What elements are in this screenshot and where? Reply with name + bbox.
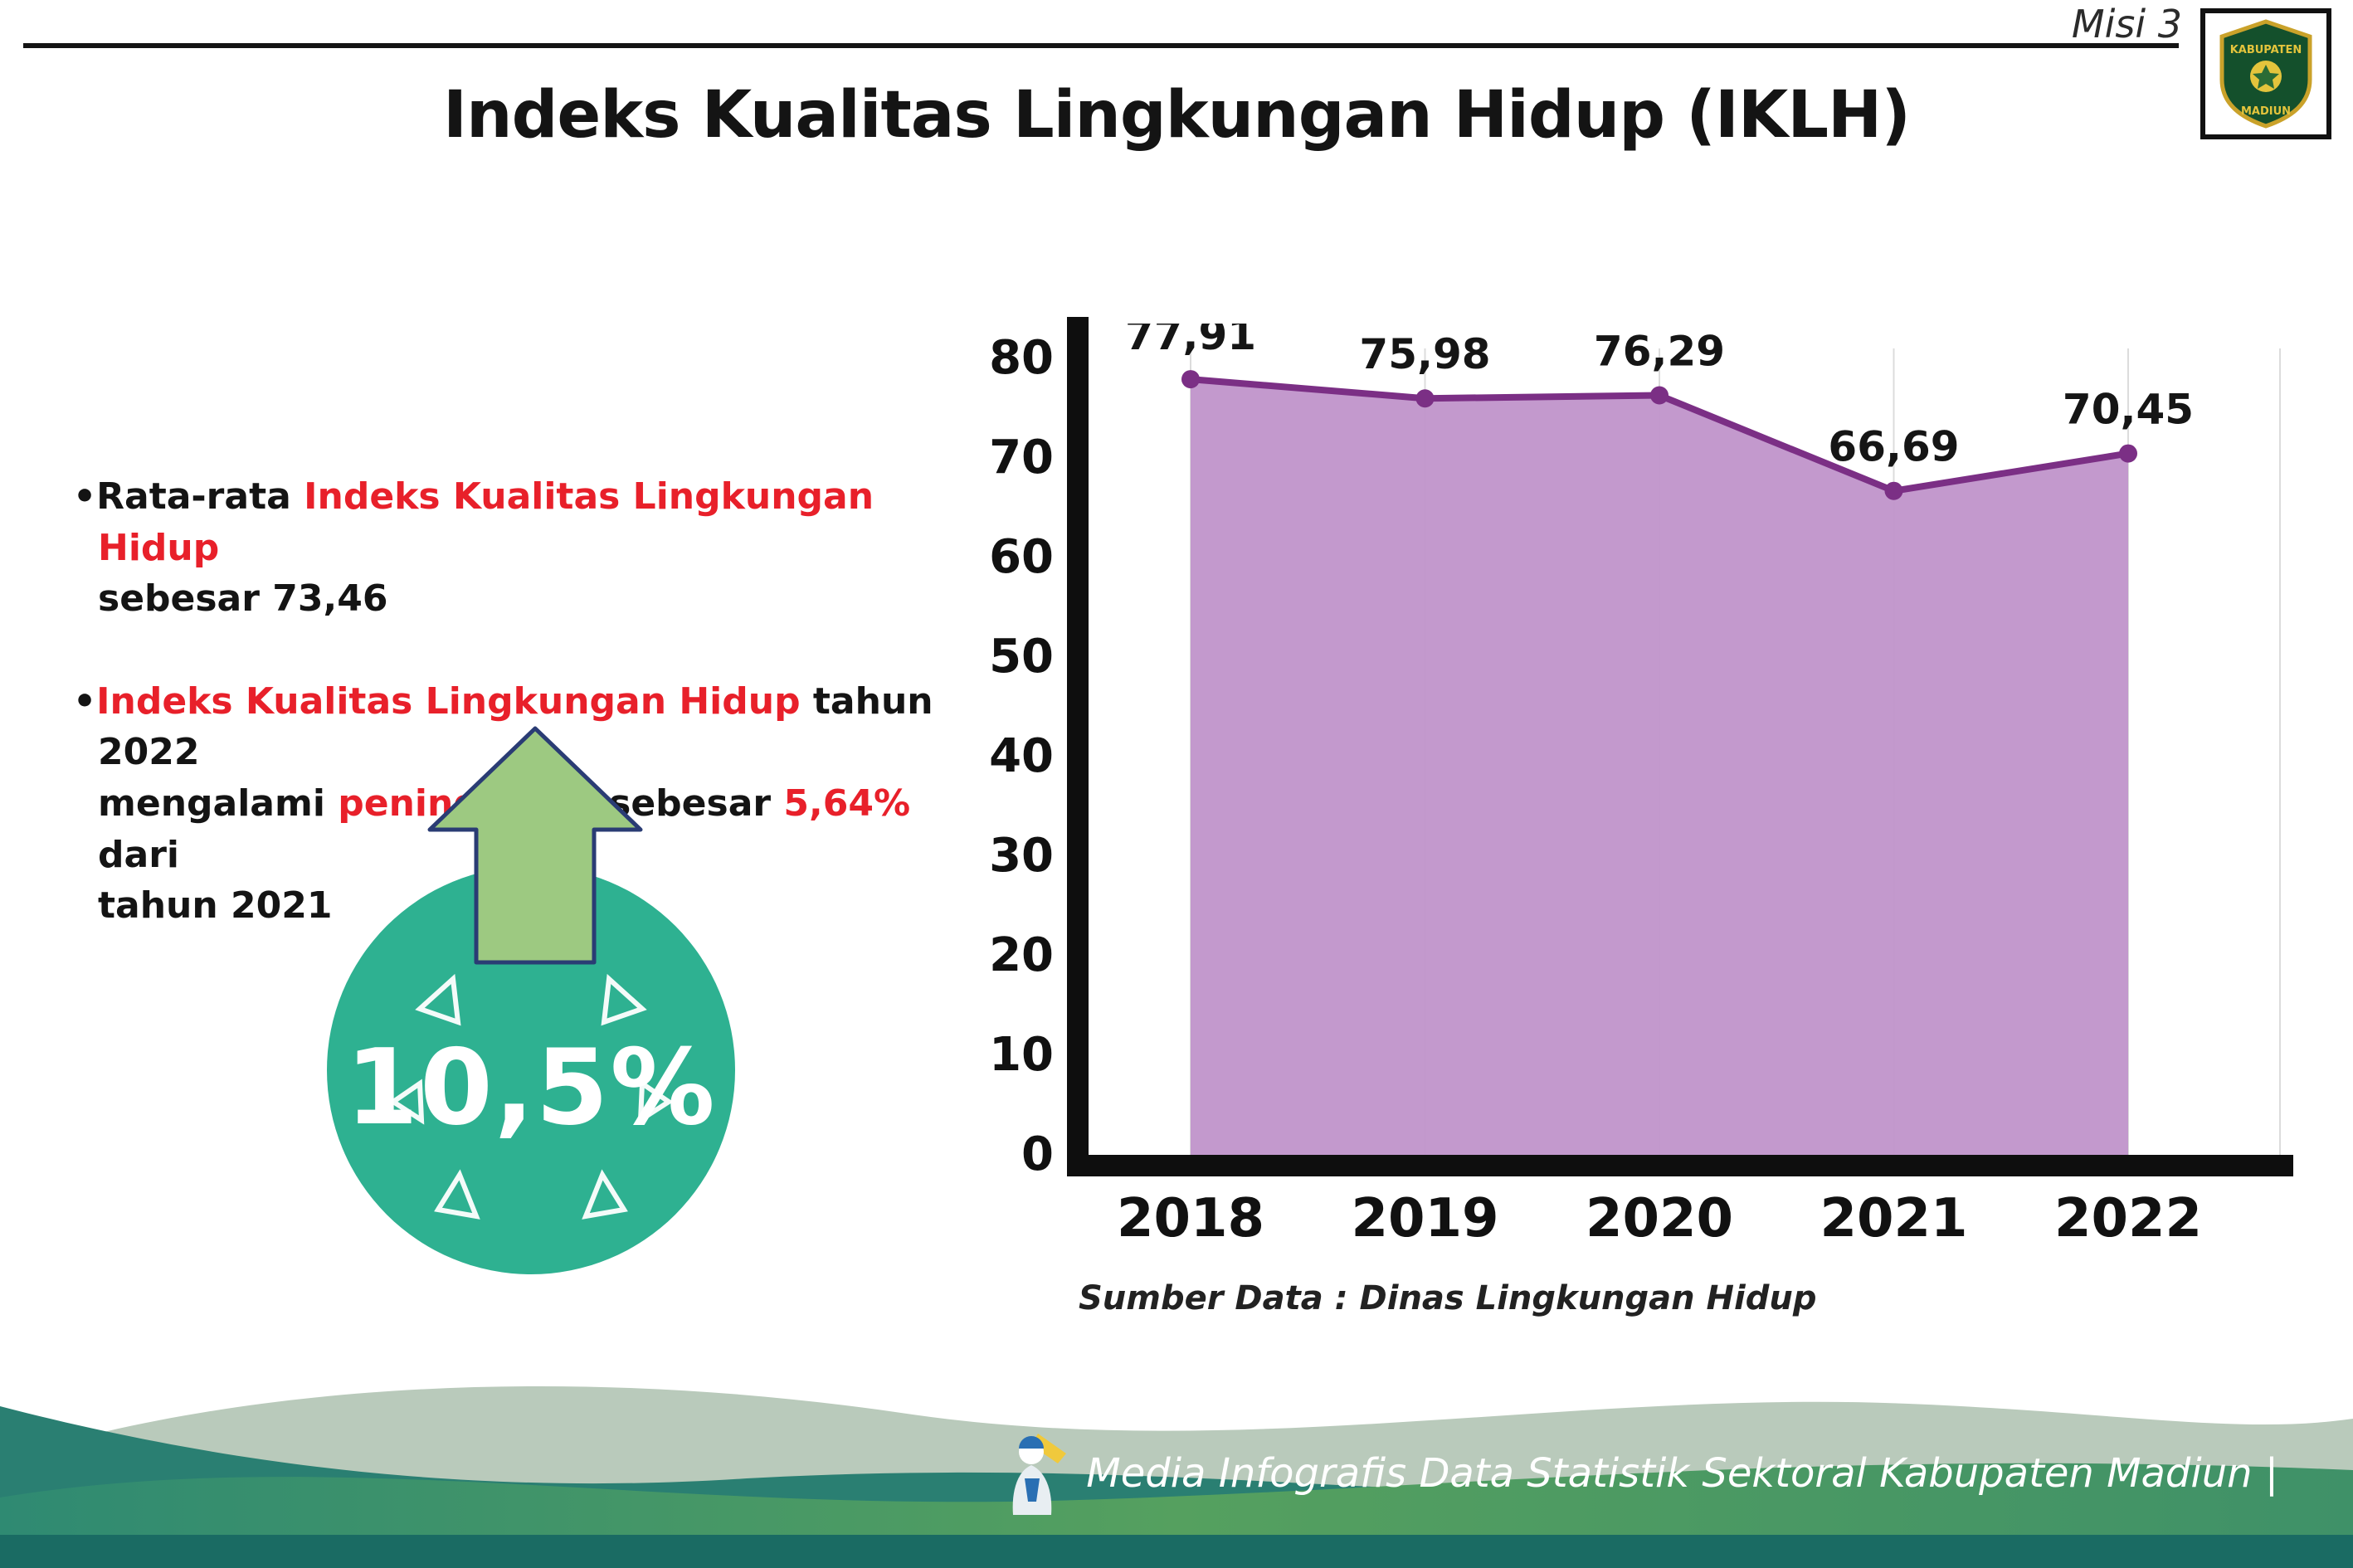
growth-badge — [327, 866, 735, 1274]
text-part: tahun 2021 — [98, 884, 333, 928]
footer-wave — [0, 1385, 2353, 1568]
y-axis-label: 30 — [989, 829, 1054, 883]
footer-credit: Media Infografis Data Statistik Sektoral… — [1086, 1450, 2278, 1497]
x-axis-label: 2022 — [2053, 1188, 2203, 1249]
growth-percentage: 10,5% — [345, 1025, 717, 1148]
x-axis-label: 2020 — [1585, 1188, 1734, 1249]
crest-icon: KABUPATEN MADIUN — [2219, 19, 2312, 129]
y-axis-label: 70 — [989, 431, 1054, 485]
data-label: 76,29 — [1594, 328, 1725, 376]
data-point — [1181, 370, 1200, 389]
data-label: 77,91 — [1125, 324, 1256, 359]
area-fill — [1191, 379, 2128, 1155]
arrow-shape — [427, 726, 643, 965]
y-axis-label: 20 — [989, 928, 1054, 982]
text-part: Rata-rata — [96, 475, 304, 518]
mascot-icon — [1012, 1434, 1067, 1515]
x-axis-label: 2019 — [1351, 1188, 1499, 1249]
data-point — [1415, 389, 1435, 408]
x-axis: 2018 2019 2020 2021 2022 — [1079, 1188, 2290, 1268]
y-axis-line — [1067, 317, 1089, 1176]
bullet-dot: • — [73, 475, 97, 518]
bullet-dot: • — [73, 679, 97, 723]
y-axis-label: 10 — [989, 1028, 1054, 1082]
x-axis-label: 2021 — [1820, 1188, 1968, 1249]
chart-source-note: Sumber Data : Dinas Lingkungan Hidup — [1079, 1279, 1817, 1317]
y-axis-label: 0 — [1021, 1127, 1054, 1181]
badge-decorations — [388, 973, 674, 1220]
header-rule — [23, 43, 2179, 48]
data-label: 75,98 — [1359, 330, 1490, 378]
text-part: sebesar — [596, 782, 784, 825]
text-part: mengalami — [98, 782, 339, 825]
data-point — [1884, 481, 1903, 500]
y-axis-label: 40 — [989, 729, 1054, 783]
data-label: 70,45 — [2063, 386, 2194, 434]
text-part-red: 5,64% — [783, 782, 911, 825]
misi-label: Misi 3 — [2071, 2, 2182, 46]
y-axis: 0 10 20 30 40 50 60 70 80 — [928, 324, 1054, 1181]
y-axis-label: 80 — [989, 331, 1054, 385]
text-part: sebesar 73,46 — [98, 577, 388, 621]
data-point — [1650, 386, 1669, 405]
y-axis-label: 50 — [989, 630, 1054, 684]
badge-circle — [327, 866, 735, 1274]
page-title: Indeks Kualitas Lingkungan Hidup (IKLH) — [443, 78, 1911, 153]
data-point — [2119, 444, 2137, 463]
wave-bottom-strip — [0, 1535, 2353, 1568]
logo-top-text: KABUPATEN — [2230, 44, 2302, 56]
text-part-red: Indeks Kualitas Lingkungan Hidup — [98, 475, 874, 569]
footer: Media Infografis Data Statistik Sektoral… — [1000, 1430, 2278, 1517]
x-axis-label: 2018 — [1116, 1188, 1265, 1249]
logo-bottom-text: MADIUN — [2241, 105, 2291, 118]
bullet-average-iklh: •Rata-rata Indeks Kualitas Lingkungan Hi… — [73, 471, 969, 625]
kabupaten-madiun-logo: KABUPATEN MADIUN — [2200, 8, 2331, 139]
x-axis-line — [1067, 1155, 2293, 1176]
text-part: tahun 2022 — [98, 679, 933, 774]
text-part: dari — [98, 833, 179, 876]
data-label: 66,69 — [1828, 423, 1959, 471]
y-axis-label: 60 — [989, 530, 1054, 584]
text-part-red: Indeks Kualitas Lingkungan Hidup — [96, 679, 801, 723]
iklh-area-chart: 77,91 75,98 76,29 66,69 70,45 — [1125, 324, 2281, 1155]
crest-star — [2253, 65, 2279, 89]
up-arrow-icon — [427, 726, 643, 965]
